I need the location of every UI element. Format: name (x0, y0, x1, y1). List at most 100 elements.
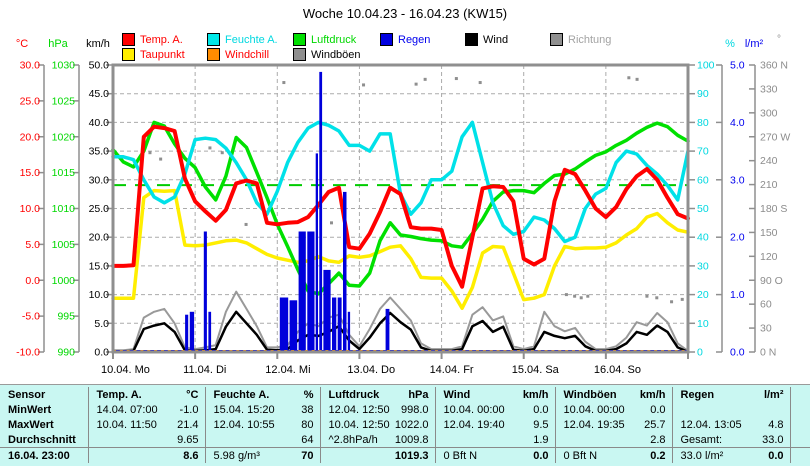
axis-unit-lm2: l/m² (744, 38, 764, 50)
windchill-swatch-icon (207, 48, 220, 61)
svg-text:40.0: 40.0 (89, 117, 110, 129)
svg-text:10: 10 (697, 318, 709, 330)
table-row-maxwert: MaxWert 10.04. 11:50 21.4 12.04. 10:55 80 … (0, 417, 810, 432)
table-cell: 8.6 (87, 447, 205, 463)
axis-unit-pct: % (725, 38, 735, 50)
feuchte-a-swatch-icon (207, 33, 220, 46)
svg-text:360 N: 360 N (760, 60, 788, 72)
table-cell: 12.04. 19:40 9.5 (434, 417, 555, 432)
axis-unit-temp: °C (15, 38, 29, 50)
table-cell: 64 (204, 432, 320, 448)
legend-label: Richtung (568, 33, 612, 46)
legend-label: Luftdruck (311, 33, 357, 46)
svg-text:11.04. Di: 11.04. Di (183, 364, 226, 376)
table-cell: 12.04. 10:55 80 (204, 417, 320, 432)
svg-text:100: 100 (697, 60, 715, 72)
svg-text:210: 210 (760, 179, 778, 191)
table-cell: 10.04. 00:00 0.0 (554, 402, 672, 417)
legend-label: Taupunkt (140, 48, 185, 61)
windboeen-swatch-icon (293, 48, 306, 61)
svg-text:35.0: 35.0 (89, 146, 110, 158)
legend-label: Regen (398, 33, 431, 46)
svg-text:25.0: 25.0 (20, 95, 41, 107)
svg-text:13.04. Do: 13.04. Do (347, 364, 395, 376)
axis-unit-kmh: km/h (86, 38, 110, 50)
table-cell: 12.04. 19:35 25.7 (554, 417, 672, 432)
svg-text:12.04. Mi: 12.04. Mi (265, 364, 310, 376)
svg-text:30: 30 (697, 260, 709, 272)
row-label-maxwert: MaxWert (8, 418, 54, 431)
svg-text:50: 50 (697, 203, 709, 215)
svg-text:25.0: 25.0 (89, 203, 110, 215)
col-header-temp: Temp. A. °C (87, 387, 205, 402)
svg-text:990: 990 (57, 347, 75, 359)
richtung-swatch-icon (550, 33, 563, 46)
svg-text:3.0: 3.0 (730, 174, 745, 186)
svg-text:16.04. So: 16.04. So (594, 364, 641, 376)
legend-item-feuchte-a: Feuchte A. (207, 33, 278, 46)
legend-item-luftdruck: Luftdruck (293, 33, 356, 46)
svg-text:0.0: 0.0 (25, 275, 40, 287)
table-cell: ^2.8hPa/h 1009.8 (319, 432, 435, 448)
legend-label: Feuchte A. (225, 33, 278, 46)
svg-text:30.0: 30.0 (89, 174, 110, 186)
table-cell: 5.98 g/m³ 70 (204, 447, 320, 463)
table-cell: 0 Bft N 0.0 (434, 447, 555, 463)
svg-text:80: 80 (697, 117, 709, 129)
wind-swatch-icon (465, 33, 478, 46)
table-row-minwert: MinWert 14.04. 07:00 -1.0 15.04. 15:20 38 … (0, 402, 810, 417)
table-cell: 12.04. 12:50 998.0 (319, 402, 435, 417)
legend-label: Wind (483, 33, 509, 46)
svg-text:90: 90 (697, 88, 709, 100)
svg-text:1005: 1005 (52, 239, 76, 251)
svg-text:4.0: 4.0 (730, 117, 745, 129)
svg-text:20.0: 20.0 (20, 131, 41, 143)
table-cell: 14.04. 07:00 -1.0 (87, 402, 205, 417)
svg-text:0: 0 (697, 347, 703, 359)
svg-text:50.0: 50.0 (89, 60, 110, 72)
table-header-row: Sensor Temp. A. °C Feuchte A.% Luftdruck h… (0, 387, 810, 402)
table-cell: 10.04. 11:50 21.4 (87, 417, 205, 432)
svg-text:70: 70 (697, 146, 709, 158)
svg-text:45.0: 45.0 (89, 88, 110, 100)
table-row-current: 16.04. 23:00 8.6 5.98 g/m³ 70 1019.3 0 Bf… (0, 447, 810, 463)
table-cell: 15.04. 15:20 38 (204, 402, 320, 417)
svg-text:1025: 1025 (52, 95, 76, 107)
svg-text:60: 60 (760, 299, 772, 311)
svg-text:240: 240 (760, 155, 778, 167)
svg-text:150: 150 (760, 227, 778, 239)
luftdruck-swatch-icon (293, 33, 306, 46)
svg-text:1030: 1030 (52, 60, 76, 72)
page-title: Woche 10.04.23 - 16.04.23 (KW15) (302, 6, 508, 21)
taupunkt-swatch-icon (122, 48, 135, 61)
col-header-sensor: Sensor (8, 388, 46, 401)
row-label-current-time: 16.04. 23:00 (0, 447, 88, 463)
svg-text:15.04. Sa: 15.04. Sa (512, 364, 560, 376)
table-cell: 1019.3 (319, 447, 435, 463)
svg-text:-5.0: -5.0 (22, 311, 40, 323)
col-header-gust: Windböen km/h (554, 387, 672, 402)
axis-unit-press: hPa (48, 38, 68, 50)
svg-text:20: 20 (697, 289, 709, 301)
legend-item-richtung: Richtung (550, 33, 611, 46)
legend-label: Temp. A. (140, 33, 183, 46)
svg-text:60: 60 (697, 174, 709, 186)
table-row-durchschnitt: Durchschnitt 9.65 64 ^2.8hPa/h 1009.8 1.9… (0, 432, 810, 448)
svg-text:0.0: 0.0 (730, 347, 745, 359)
temp-a-swatch-icon (122, 33, 135, 46)
svg-text:0 N: 0 N (760, 347, 776, 359)
svg-text:30.0: 30.0 (20, 60, 41, 72)
svg-text:10.0: 10.0 (20, 203, 41, 215)
svg-text:330: 330 (760, 83, 778, 95)
table-cell: 2.8 (554, 432, 672, 448)
svg-text:10.04. Mo: 10.04. Mo (101, 364, 150, 376)
svg-text:1010: 1010 (52, 203, 76, 215)
table-cell: 33.0 l/m² 0.0 (671, 447, 790, 463)
svg-text:90 O: 90 O (760, 275, 783, 287)
legend-item-temp-a: Temp. A. (122, 33, 183, 46)
svg-text:-10.0: -10.0 (16, 347, 40, 359)
svg-text:0.0: 0.0 (94, 347, 109, 359)
table-cell: 0 Bft N 0.2 (554, 447, 672, 463)
